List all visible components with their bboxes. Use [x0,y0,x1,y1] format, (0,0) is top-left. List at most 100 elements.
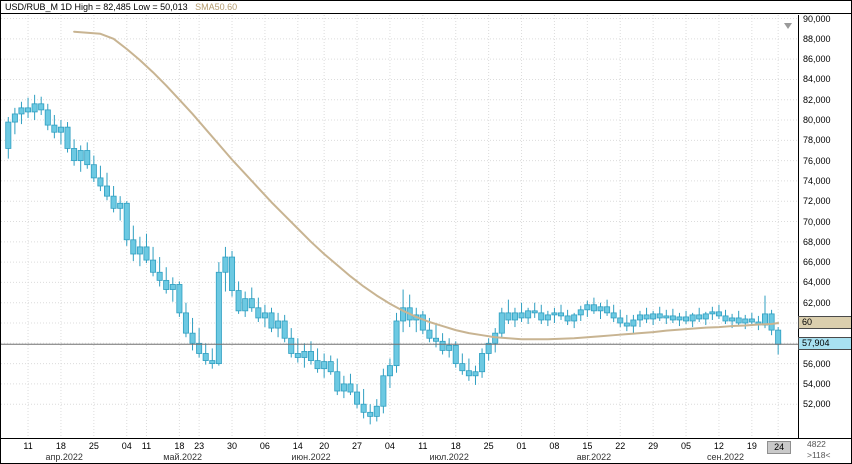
candle-body [715,311,722,317]
candle-body [104,185,111,197]
candle-body [182,312,189,334]
candle-body [597,306,604,312]
date-tick-label: 18 [55,441,66,451]
candle-body [373,405,380,417]
candle-body [683,316,690,322]
candle-body [90,164,97,179]
chart-shift-icon [784,23,792,29]
date-tick-label: 20 [319,441,330,451]
candle-body [334,371,341,392]
chart-title: USD/RUB_M 1D High = 82,485 Low = 50,013 [5,2,188,12]
candle-body [465,370,472,377]
candle-body [321,361,328,370]
date-tick-label: 11 [418,441,428,451]
candle-body [446,344,453,351]
month-label: апр.2022 [45,452,83,462]
date-tick-label: 27 [352,441,363,451]
candle-body [44,109,51,126]
candle-body [18,107,25,115]
scroll-thumb[interactable]: 24 [767,441,792,454]
month-label: июн.2022 [291,452,331,462]
candle-body [742,318,749,324]
candle-body [590,304,597,312]
candle-body [426,329,433,339]
candle-body [261,312,268,319]
candle-body [84,150,91,166]
price-tick-label: 80,000 [803,115,831,126]
price-tick-label: 68,000 [803,236,831,247]
sma-line [73,30,780,341]
candle-body [393,320,400,367]
month-label: май.2022 [163,452,203,462]
candle-body [432,337,439,342]
candle-body [314,360,321,370]
candle-body [143,246,150,261]
candle-body [51,124,58,133]
candle-body [347,383,354,393]
candle-body [275,320,282,329]
candle-body [176,284,183,314]
candle-body [505,312,512,321]
date-tick-label: 11 [141,441,152,451]
candle-body [215,271,222,365]
candle-body [235,290,242,312]
price-tick-label: 84,000 [803,74,831,85]
candle-body [558,312,565,317]
time-axis: 11 18 25 04 11 18 23 30 06 14 20 27 04 11 18 25 01 08 15 22… [1,438,851,463]
price-tick-label: 56,000 [803,358,831,369]
date-tick-label: 29 [648,441,659,451]
date-tick-label: 18 [174,441,185,451]
candle-body [518,312,525,319]
candle-body [222,256,229,273]
price-tick-label: 74,000 [803,175,831,186]
candle-body [472,371,479,377]
candle-body [689,314,696,322]
candle-body [327,361,334,373]
candle-body [650,313,657,320]
candle-body [419,314,426,331]
date-tick-label: 04 [384,441,395,451]
candle-body [360,403,367,413]
candle-body [577,309,584,316]
candle-body [281,320,288,339]
candle-body [367,411,374,417]
month-label: июл.2022 [429,452,469,462]
counter-value: 4822 [807,439,826,449]
date-tick-label: 15 [582,441,593,451]
candle-body [551,312,558,316]
candle-body [380,375,387,407]
chart-plot-area[interactable] [1,15,798,438]
candle-body [196,342,203,354]
candle-body [623,322,630,327]
candle-body [248,298,255,309]
chart-svg[interactable] [1,15,798,438]
candle-body [439,340,446,351]
candle-body [498,312,505,334]
candle-body [571,314,578,322]
candle-body [209,360,216,365]
date-tick-label: 12 [713,441,724,451]
candle-body [452,344,459,365]
candle-body [5,121,12,149]
price-tick-label: 90,000 [803,13,831,24]
candle-body [354,391,361,405]
candle-body [538,312,545,321]
price-axis: 60 57,904 90,000 88,000 86,000 84,000 82,000… [798,13,851,438]
candle-body [340,383,347,392]
date-tick-label: 23 [194,441,205,451]
candle-body [643,314,650,320]
candle-body [735,317,742,324]
month-label: сен.2022 [707,452,745,462]
date-tick-label: 11 [23,441,33,451]
price-tick-label: 52,000 [803,399,831,410]
date-tick-label: 05 [681,441,692,451]
candle-body [775,329,782,345]
date-tick-label: 25 [88,441,99,451]
price-tick-label: 78,000 [803,135,831,146]
candle-body [610,312,617,319]
candle-body [301,351,308,358]
candle-body [630,319,637,327]
candle-body [31,103,38,113]
status-corner: 4822 >118< [800,439,851,463]
